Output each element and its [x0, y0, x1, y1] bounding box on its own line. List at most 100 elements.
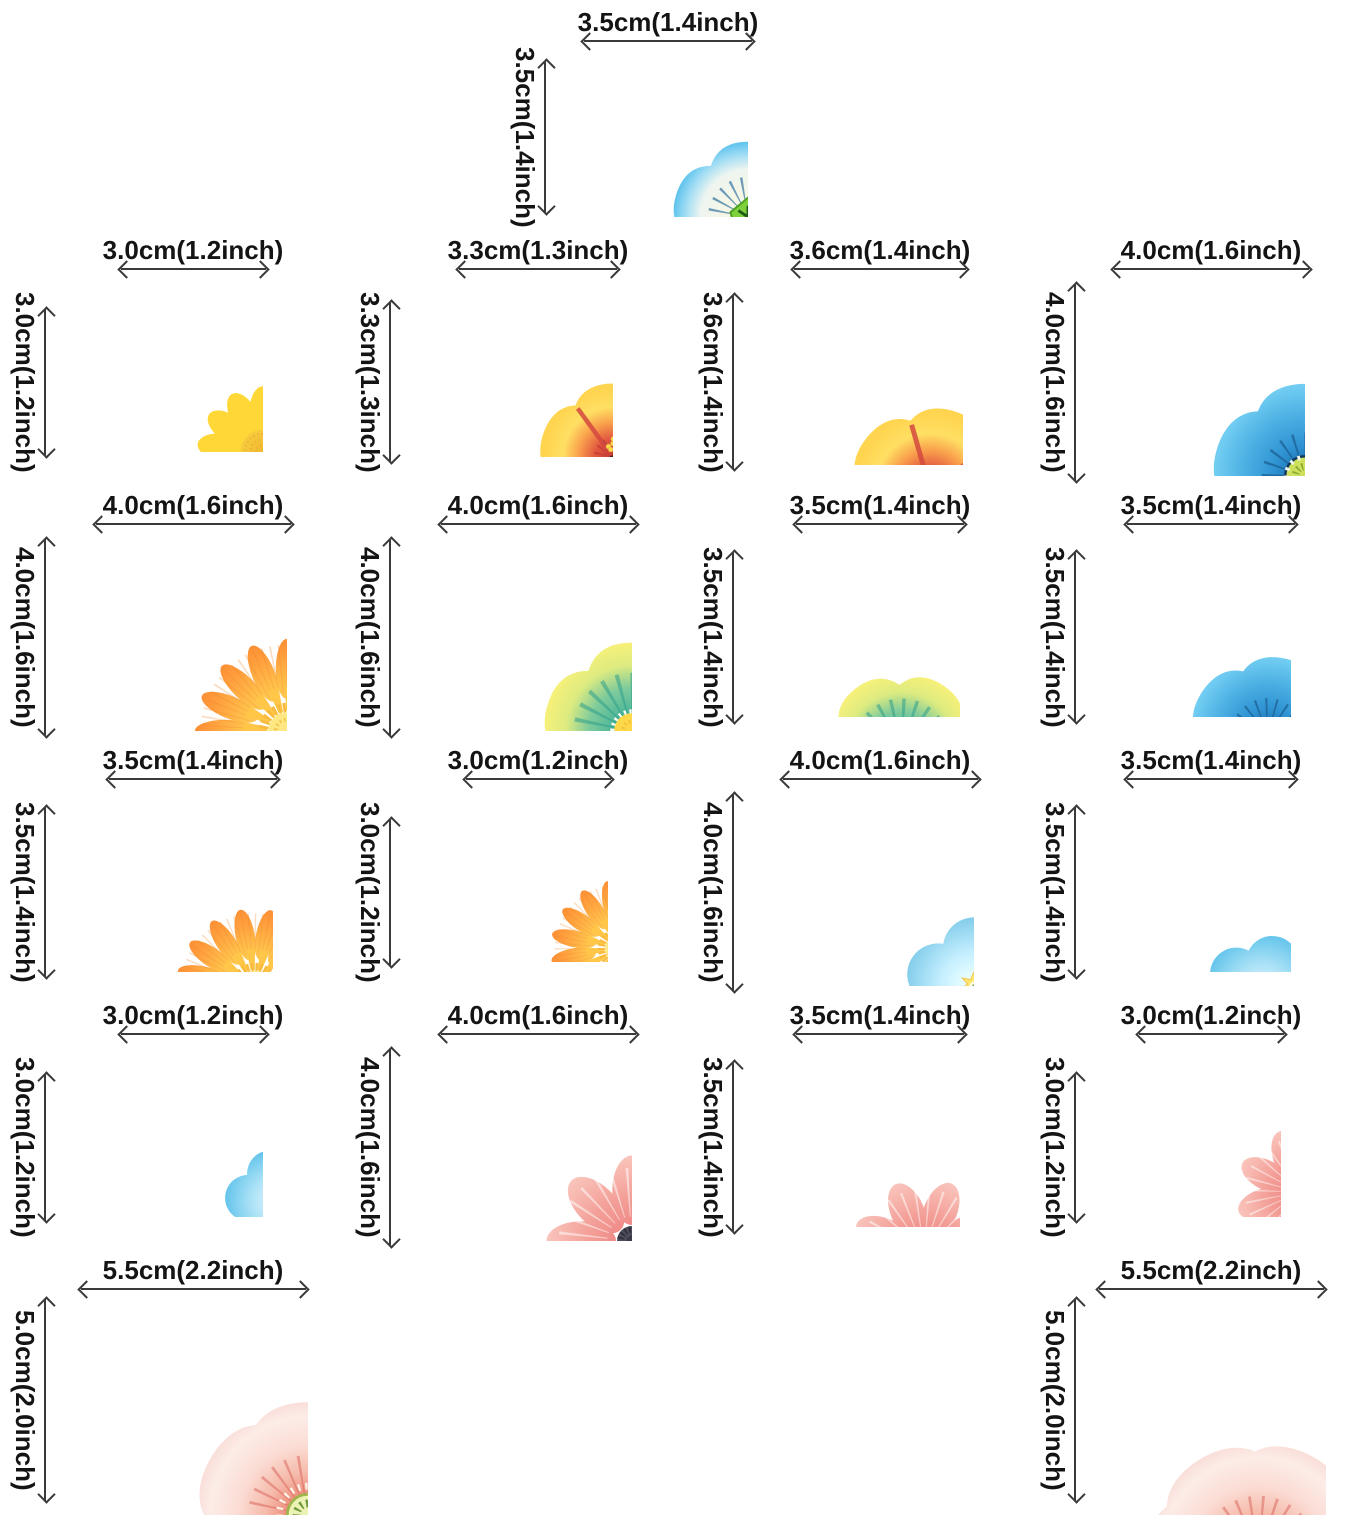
flower-panel: 4.0cm(1.6inch) 4.0cm(1.6inch) [345, 997, 685, 1249]
width-label: 3.6cm(1.4inch) [789, 235, 971, 265]
flower-image [46, 535, 340, 739]
height-label: 3.5cm(1.4inch) [698, 546, 728, 728]
flower-panel: 3.5cm(1.4inch) 3.5cm(1.4inch) [0, 742, 340, 994]
flower-image [734, 280, 1026, 484]
width-label: 3.0cm(1.2inch) [447, 745, 629, 775]
pink-poppy-flower-graphic [1096, 1285, 1326, 1515]
width-arrow [1098, 1287, 1324, 1290]
height-label: 4.0cm(1.6inch) [355, 1056, 385, 1238]
width-dimension: 4.0cm(1.6inch) [391, 491, 685, 525]
width-arrow [1113, 267, 1309, 270]
height-arrow [1074, 284, 1076, 480]
height-label: 4.0cm(1.6inch) [1040, 291, 1070, 473]
height-dimension: 4.0cm(1.6inch) [345, 1045, 391, 1249]
width-arrow [120, 1032, 266, 1035]
height-arrow [389, 1049, 391, 1245]
flower-panel: 3.5cm(1.4inch) 3.5cm(1.4inch) [1030, 742, 1346, 994]
width-arrow [440, 522, 636, 525]
width-label: 3.5cm(1.4inch) [577, 7, 759, 37]
green-yellow-flower-graphic [800, 557, 960, 717]
width-arrow [109, 777, 277, 780]
height-dimension: 3.3cm(1.3inch) [345, 280, 391, 484]
width-dimension: 3.5cm(1.4inch) [734, 491, 1026, 525]
width-label: 3.5cm(1.4inch) [789, 490, 971, 520]
flower-image [46, 280, 340, 484]
flower-panel: 5.5cm(2.2inch) 5.0cm(2.0inch) [1030, 1252, 1346, 1500]
width-arrow [796, 522, 964, 525]
flower-panel: 5.5cm(2.2inch) 5.0cm(2.0inch) [0, 1252, 340, 1500]
width-dimension: 3.5cm(1.4inch) [1076, 491, 1346, 525]
width-label: 3.0cm(1.2inch) [1120, 1000, 1302, 1030]
height-dimension: 3.5cm(1.4inch) [0, 790, 46, 994]
width-dimension: 3.5cm(1.4inch) [46, 746, 340, 780]
height-dimension: 3.0cm(1.2inch) [0, 280, 46, 484]
width-label: 4.0cm(1.6inch) [789, 745, 971, 775]
width-arrow [794, 267, 966, 270]
flower-image [1076, 280, 1346, 484]
height-dimension: 3.5cm(1.4inch) [688, 1045, 734, 1249]
pink-cosmos-flower-graphic [444, 1053, 632, 1241]
forget-me-not-flower-graphic [786, 798, 974, 986]
width-label: 4.0cm(1.6inch) [102, 490, 284, 520]
width-label: 3.0cm(1.2inch) [102, 235, 284, 265]
flower-panel: 3.0cm(1.2inch) 3.0cm(1.2inch) [0, 232, 340, 484]
flower-image [1076, 1300, 1346, 1500]
width-label: 3.0cm(1.2inch) [102, 1000, 284, 1030]
height-dimension: 3.0cm(1.2inch) [0, 1045, 46, 1249]
width-arrow [80, 1287, 306, 1290]
height-arrow [44, 539, 46, 735]
blue-mallow-flower-graphic [588, 57, 748, 217]
forget-me-not-flower-graphic [1131, 812, 1291, 972]
flower-panel: 3.0cm(1.2inch) 3.0cm(1.2inch) [0, 997, 340, 1249]
height-dimension: 3.6cm(1.4inch) [688, 280, 734, 484]
width-dimension: 4.0cm(1.6inch) [1076, 236, 1346, 270]
height-label: 3.0cm(1.2inch) [10, 291, 40, 473]
width-arrow [95, 522, 291, 525]
width-label: 3.5cm(1.4inch) [102, 745, 284, 775]
height-dimension: 5.0cm(2.0inch) [1030, 1300, 1076, 1500]
height-label: 4.0cm(1.6inch) [355, 546, 385, 728]
flower-panel: 4.0cm(1.6inch) 4.0cm(1.6inch) [345, 487, 685, 739]
width-arrow [1127, 777, 1295, 780]
height-arrow [1074, 1074, 1076, 1220]
pink-poppy-flower-graphic [78, 1285, 308, 1515]
pink-cosmos-flower-graphic [800, 1067, 960, 1227]
flower-image [391, 790, 685, 994]
height-label: 3.5cm(1.4inch) [1040, 801, 1070, 983]
flower-image [1076, 535, 1346, 739]
yellow-daisy-flower-graphic [123, 312, 263, 452]
flower-panel: 3.0cm(1.2inch) 3.0cm(1.2inch) [1030, 997, 1346, 1249]
height-dimension: 3.0cm(1.2inch) [345, 790, 391, 994]
width-arrow [584, 39, 752, 42]
height-label: 3.5cm(1.4inch) [1040, 546, 1070, 728]
green-yellow-flower-graphic [444, 543, 632, 731]
width-dimension: 3.6cm(1.4inch) [734, 236, 1026, 270]
flower-panel: 4.0cm(1.6inch) 4.0cm(1.6inch) [688, 742, 1026, 994]
height-dimension: 3.5cm(1.4inch) [1030, 790, 1076, 994]
width-label: 3.5cm(1.4inch) [1120, 490, 1302, 520]
flower-panel: 3.0cm(1.2inch) 3.0cm(1.2inch) [345, 742, 685, 994]
height-label: 4.0cm(1.6inch) [698, 801, 728, 983]
flower-image [1076, 790, 1346, 994]
height-arrow [44, 808, 46, 976]
blue-poppy-flower-graphic [1117, 288, 1305, 476]
flower-panel: 3.5cm(1.4inch) 3.5cm(1.4inch) [500, 4, 790, 227]
width-dimension: 4.0cm(1.6inch) [46, 491, 340, 525]
height-arrow [44, 1074, 46, 1220]
height-label: 3.5cm(1.4inch) [510, 46, 540, 228]
height-arrow [732, 794, 734, 990]
width-arrow [782, 777, 978, 780]
forget-me-not-flower-graphic [123, 1077, 263, 1217]
flower-image [46, 1045, 340, 1249]
height-arrow [732, 296, 734, 468]
height-label: 3.5cm(1.4inch) [698, 1056, 728, 1238]
width-arrow [465, 777, 611, 780]
width-dimension: 3.3cm(1.3inch) [391, 236, 685, 270]
height-label: 3.3cm(1.3inch) [355, 291, 385, 473]
width-dimension: 3.5cm(1.4inch) [734, 1001, 1026, 1035]
flower-panel: 3.6cm(1.4inch) 3.6cm(1.4inch) [688, 232, 1026, 484]
width-arrow [459, 267, 617, 270]
height-dimension: 3.0cm(1.2inch) [1030, 1045, 1076, 1249]
flower-panel: 4.0cm(1.6inch) 4.0cm(1.6inch) [0, 487, 340, 739]
height-label: 3.5cm(1.4inch) [10, 801, 40, 983]
